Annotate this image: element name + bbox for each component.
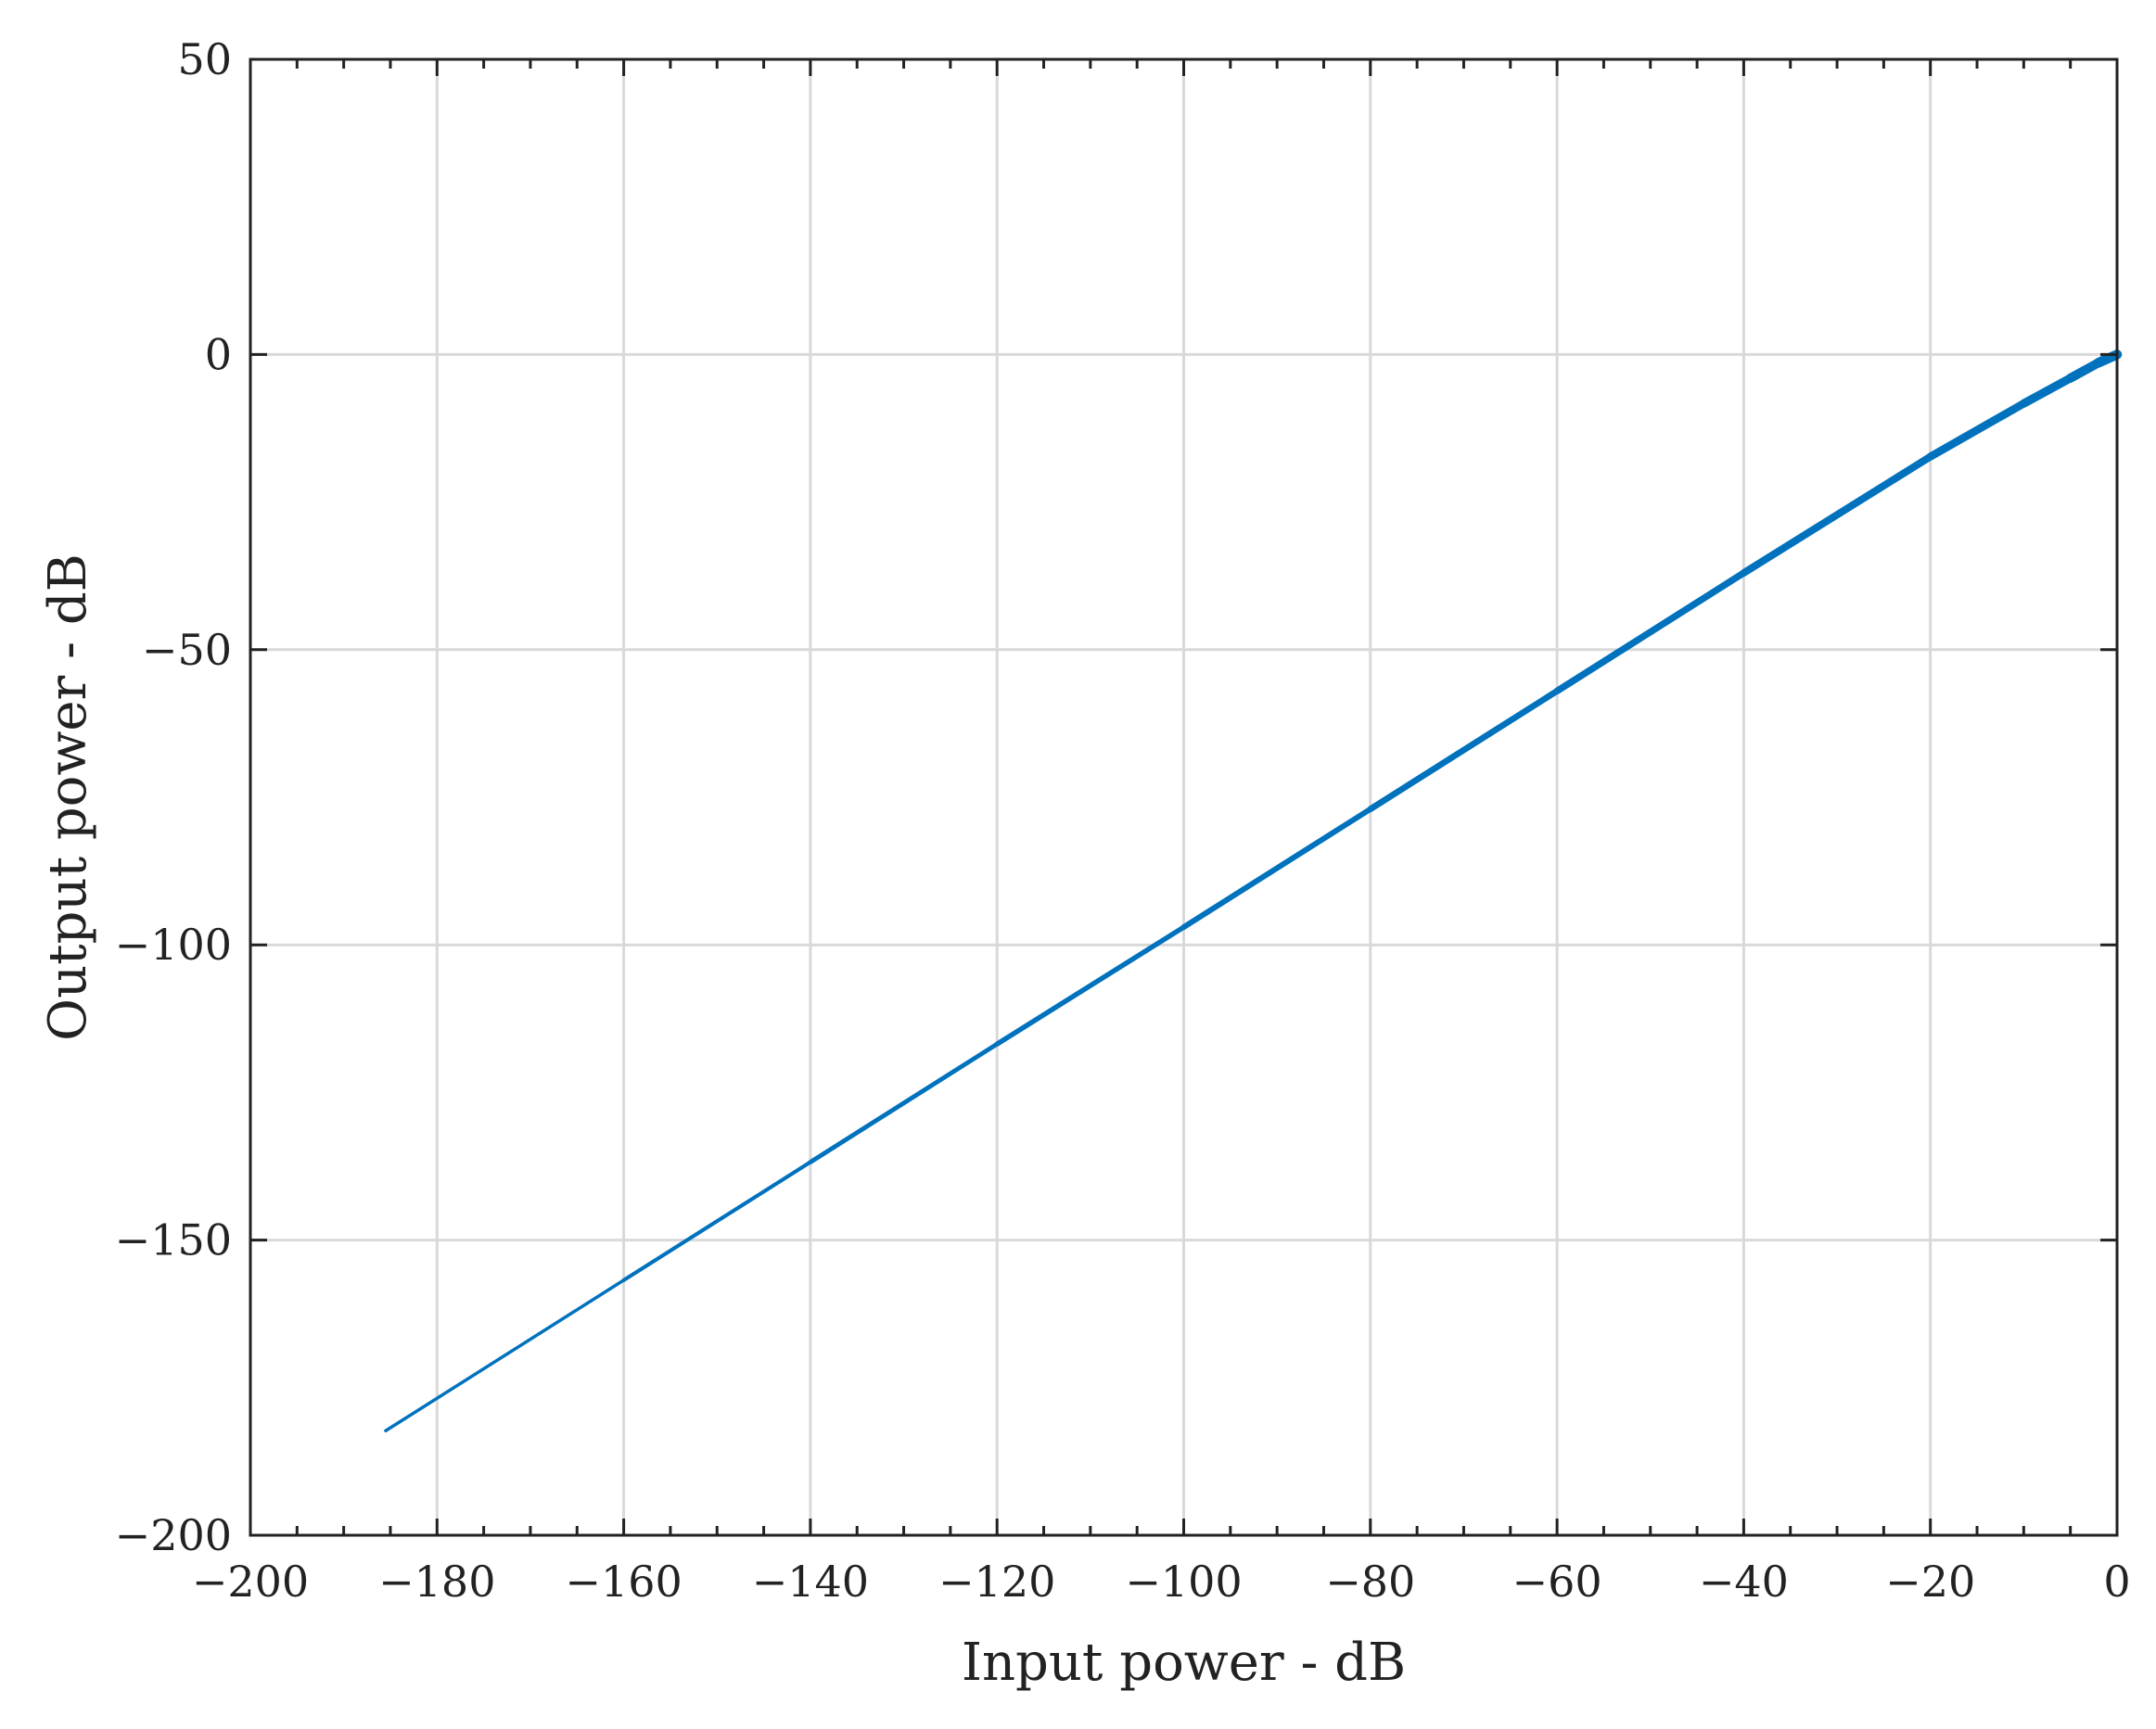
x-tick-label: −160 — [565, 1557, 682, 1607]
x-tick-label: −180 — [378, 1557, 495, 1607]
x-tick-label: −200 — [192, 1557, 309, 1607]
y-tick-label: −50 — [142, 625, 232, 675]
x-tick-label: −140 — [752, 1557, 869, 1607]
x-tick-label: −120 — [938, 1557, 1055, 1607]
data-series — [384, 350, 2123, 1433]
series-line-segment — [994, 924, 1187, 1047]
x-tick-label: −60 — [1512, 1557, 1602, 1607]
x-axis-label: Input power - dB — [962, 1633, 1406, 1693]
y-tick-label: −200 — [115, 1510, 232, 1560]
series-line-segment — [1740, 452, 1934, 578]
series-line-segment — [1553, 569, 1748, 695]
y-tick-label: −150 — [115, 1215, 232, 1265]
series-line-segment — [808, 1041, 1000, 1164]
y-axis-label: Output power - dB — [38, 553, 98, 1041]
x-tick-label: −100 — [1125, 1557, 1242, 1607]
y-tick-label: −100 — [115, 920, 232, 970]
x-tick-label: −40 — [1699, 1557, 1789, 1607]
y-axis-tick-labels: −200 −150 −100 −50 0 50 — [115, 34, 232, 1560]
grid-lines — [250, 59, 2117, 1535]
x-axis-tick-labels: −200 −180 −160 −140 −120 −100 −80 −60 −40 −20 0 — [192, 1557, 2131, 1607]
y-tick-label: 50 — [177, 34, 232, 84]
x-tick-label: −80 — [1325, 1557, 1415, 1607]
series-line-segment — [2065, 358, 2103, 383]
series-line-segment — [1926, 399, 2028, 461]
series-line-segment — [1367, 688, 1561, 813]
x-tick-label: −20 — [1885, 1557, 1975, 1607]
x-tick-label: 0 — [2103, 1557, 2130, 1607]
series-line-segment — [384, 1278, 626, 1433]
series-line-segment — [2019, 374, 2075, 408]
series-line-segment — [621, 1160, 812, 1282]
y-tick-label: 0 — [205, 329, 232, 379]
axis-ticks — [249, 57, 2119, 1537]
series-line-segment — [1180, 806, 1373, 931]
